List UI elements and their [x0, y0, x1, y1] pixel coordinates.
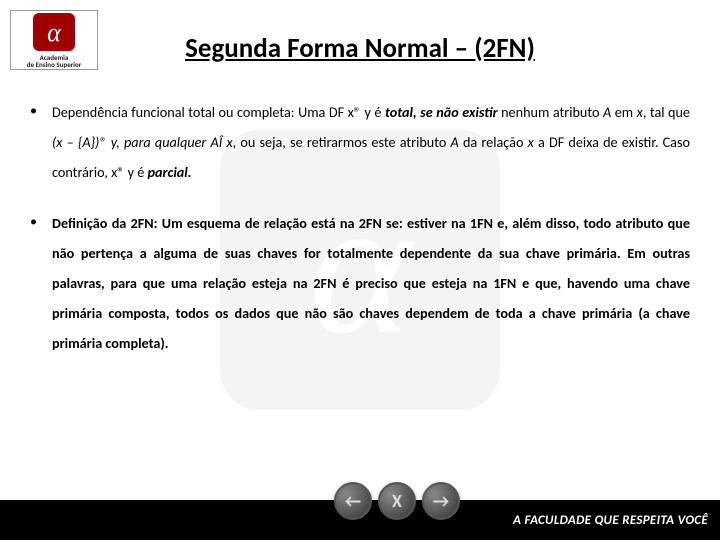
text-fragment: , ou seja, se retirarmos este atributo — [233, 133, 451, 151]
text-fragment: nenhum atributo — [498, 103, 603, 121]
slide-content: •Dependência funcional total ou completa… — [30, 98, 690, 381]
bullet-item: •Dependência funcional total ou completa… — [30, 98, 690, 187]
text-fragment: A — [451, 133, 459, 151]
text-fragment: total, se não existir — [385, 103, 498, 121]
text-fragment: Dependência funcional total ou completa:… — [52, 103, 385, 121]
nav-close-button[interactable]: X — [378, 482, 416, 520]
text-fragment: (x – {A})® y — [52, 133, 116, 151]
slide-title: Segunda Forma Normal – (2FN) — [0, 32, 720, 65]
text-fragment: Definição da 2FN: Um esquema de relação … — [52, 214, 690, 351]
bullet-text: Definição da 2FN: Um esquema de relação … — [52, 209, 690, 358]
text-fragment: A — [603, 103, 611, 121]
bullet-text: Dependência funcional total ou completa:… — [52, 98, 690, 187]
footer-tagline: A FACULDADE QUE RESPEITA VOCÊ — [513, 513, 708, 528]
text-fragment: parcial. — [148, 163, 192, 181]
nav-button-group: ← X → — [334, 482, 460, 520]
bullet-item: •Definição da 2FN: Um esquema de relação… — [30, 209, 690, 358]
bullet-marker: • — [30, 98, 52, 187]
text-fragment: , para qualquer AÎ — [116, 133, 226, 151]
text-fragment: , tal que — [643, 103, 690, 121]
text-fragment: da relação — [459, 133, 528, 151]
bullet-marker: • — [30, 209, 52, 358]
nav-back-button[interactable]: ← — [334, 482, 372, 520]
text-fragment: em — [611, 103, 636, 121]
nav-forward-button[interactable]: → — [422, 482, 460, 520]
